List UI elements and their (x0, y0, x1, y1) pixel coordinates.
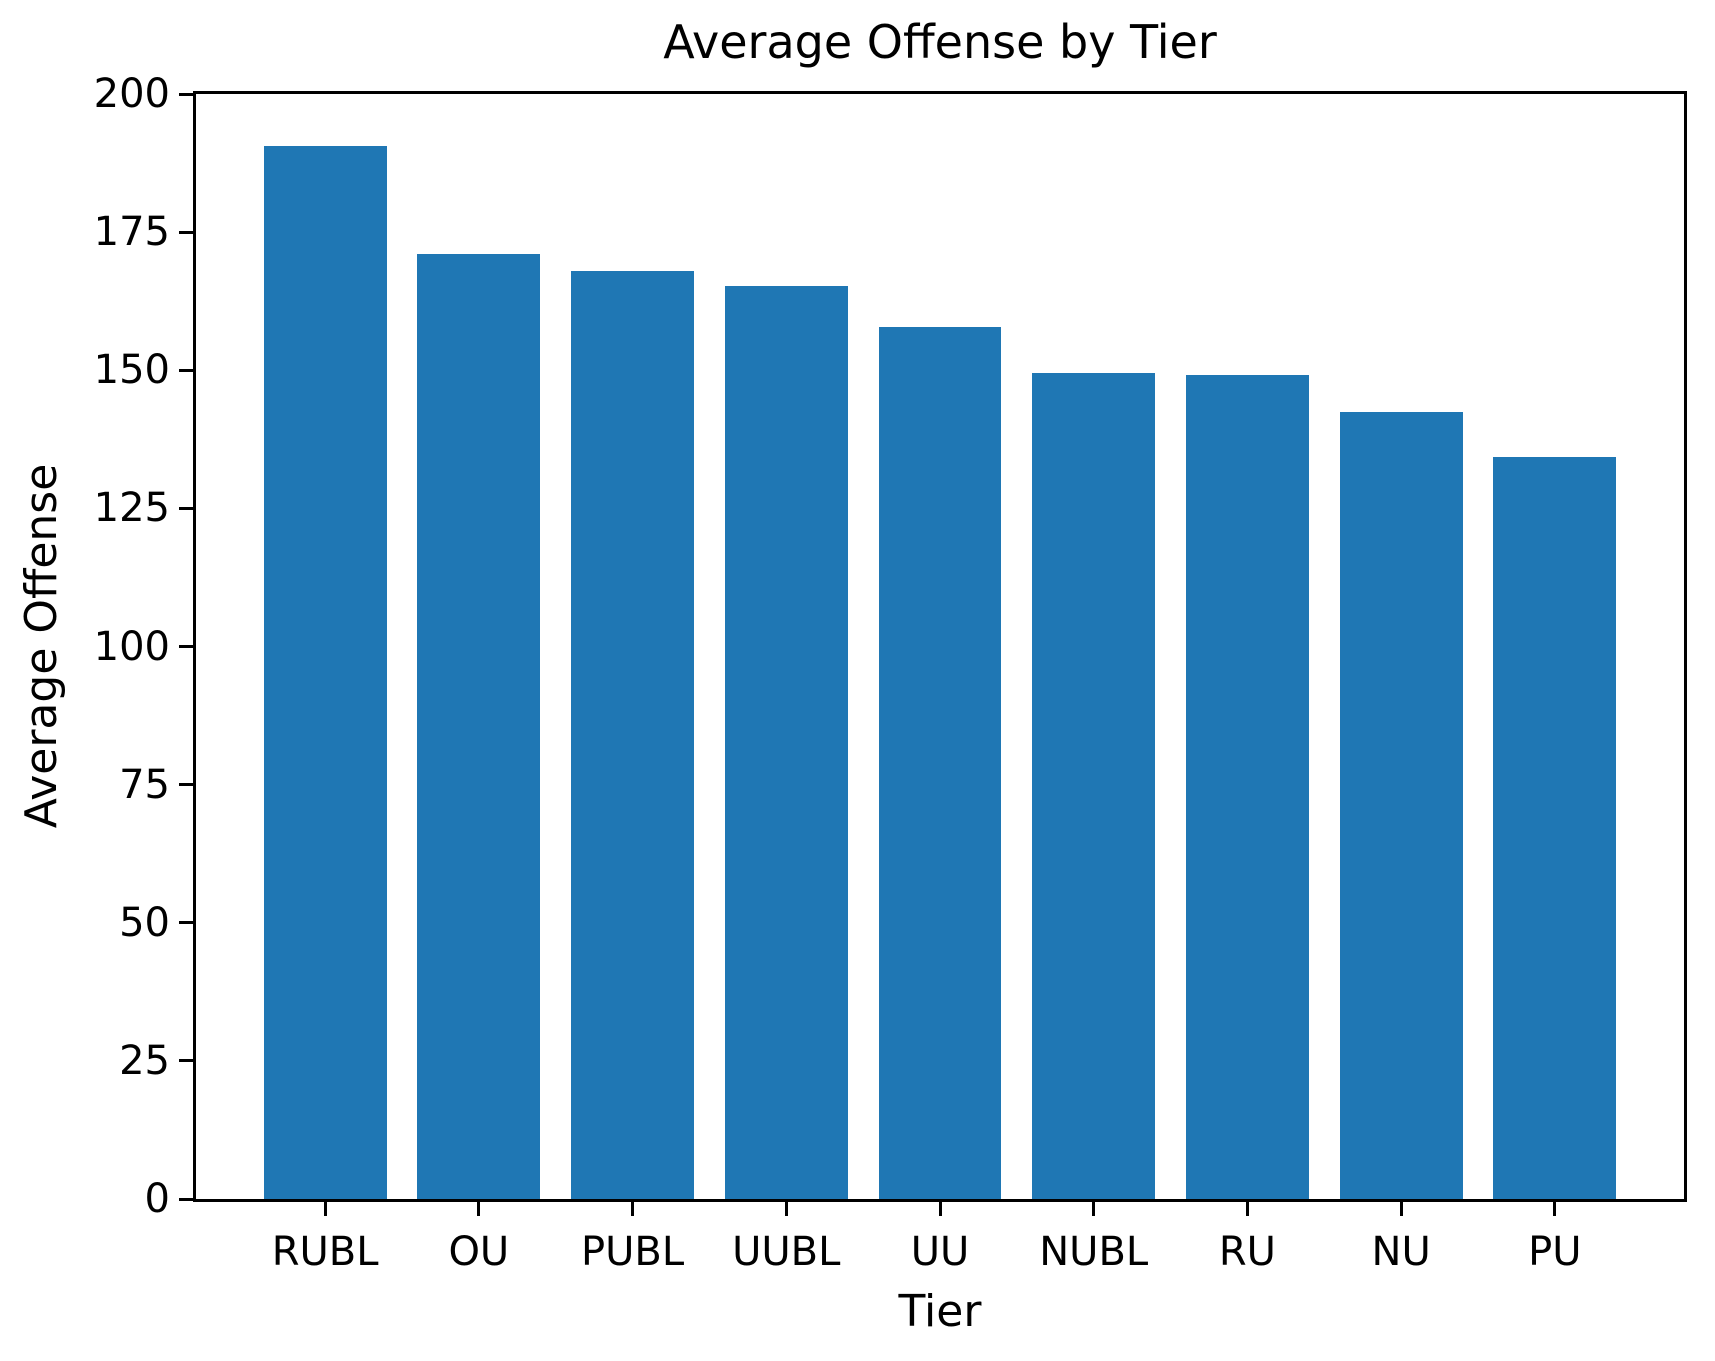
y-tick-label: 125 (93, 485, 170, 532)
bar-uubl (724, 286, 848, 1199)
y-tick-mark (179, 230, 193, 234)
x-tick-label: RUBL (271, 1229, 379, 1275)
y-tick-mark (179, 368, 193, 372)
x-tick-mark (1245, 1202, 1249, 1216)
chart-title: Average Offense by Tier (663, 15, 1217, 69)
x-tick-mark (477, 1202, 481, 1216)
x-tick-mark (323, 1202, 327, 1216)
x-tick-label: OU (448, 1229, 510, 1275)
y-tick-label: 50 (119, 899, 170, 946)
bar-ou (417, 253, 541, 1199)
x-tick-label: PU (1528, 1229, 1582, 1275)
bar-rubl (263, 145, 387, 1199)
x-tick-mark (938, 1202, 942, 1216)
y-tick-label: 200 (93, 71, 170, 117)
x-tick-mark (784, 1202, 788, 1216)
bar-uu (878, 327, 1002, 1199)
y-tick-mark (179, 1059, 193, 1063)
x-tick-mark (631, 1202, 635, 1216)
y-tick-mark (179, 1197, 193, 1201)
x-axis-label: Tier (898, 1286, 982, 1337)
x-tick-label: UU (910, 1229, 970, 1275)
x-tick-mark (1553, 1202, 1557, 1216)
bar-pu (1493, 457, 1617, 1199)
y-tick-label: 0 (144, 1176, 170, 1222)
bar-nubl (1032, 373, 1156, 1199)
bar-ru (1185, 374, 1309, 1199)
y-tick-mark (179, 506, 193, 510)
bar-publ (571, 270, 695, 1199)
x-tick-label: PUBL (580, 1229, 685, 1275)
y-tick-mark (179, 921, 193, 925)
bar-nu (1339, 412, 1463, 1199)
x-tick-label: RU (1218, 1229, 1276, 1275)
y-tick-mark (179, 92, 193, 96)
y-tick-mark (179, 783, 193, 787)
x-tick-label: NUBL (1039, 1229, 1149, 1275)
x-tick-label: UUBL (732, 1229, 841, 1275)
x-tick-label: NU (1371, 1229, 1431, 1275)
bars-container (196, 94, 1684, 1199)
y-tick-label: 175 (93, 209, 170, 256)
plot-area (193, 91, 1687, 1202)
x-tick-mark (1092, 1202, 1096, 1216)
x-tick-mark (1399, 1202, 1403, 1216)
y-tick-label: 75 (119, 761, 170, 808)
y-tick-label: 150 (93, 347, 170, 394)
y-tick-mark (179, 645, 193, 648)
y-tick-label: 100 (93, 623, 170, 670)
y-tick-label: 25 (119, 1037, 170, 1084)
